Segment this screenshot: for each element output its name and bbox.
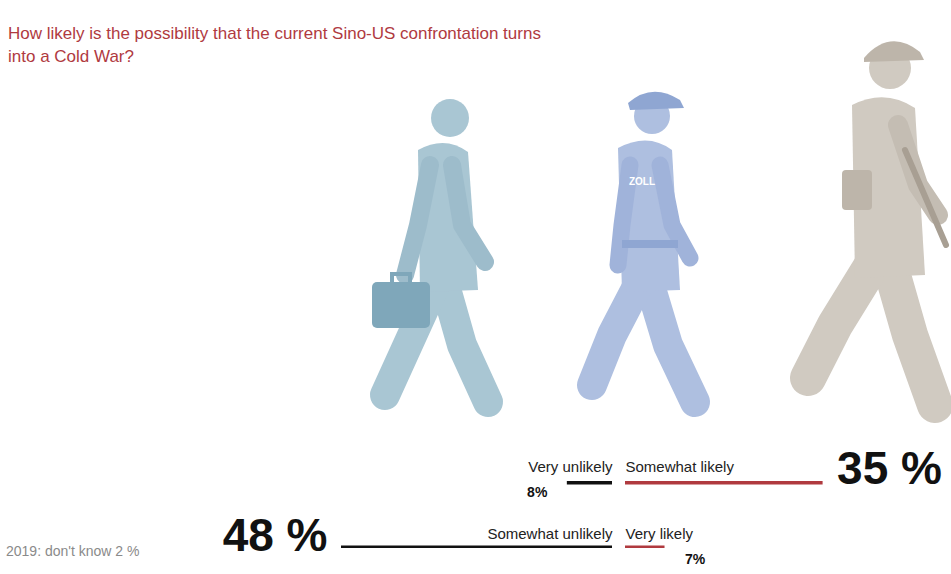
svg-text:8%: 8% <box>527 484 548 500</box>
svg-text:Somewhat likely: Somewhat likely <box>626 458 735 475</box>
svg-text:Very likely: Very likely <box>626 525 694 542</box>
svg-text:Very unlikely: Very unlikely <box>528 458 613 475</box>
svg-text:48 %: 48 % <box>223 509 328 561</box>
svg-text:7%: 7% <box>685 551 706 567</box>
svg-text:Somewhat unlikely: Somewhat unlikely <box>487 525 613 542</box>
html-text:2019: don't know 2 %: 2019: don't know 2 % <box>6 543 140 559</box>
svg-text:ZOLL: ZOLL <box>629 176 655 187</box>
html-text:How likely is the possibility: How likely is the possibility that the c… <box>8 24 541 66</box>
svg-text:35 %: 35 % <box>837 442 942 494</box>
